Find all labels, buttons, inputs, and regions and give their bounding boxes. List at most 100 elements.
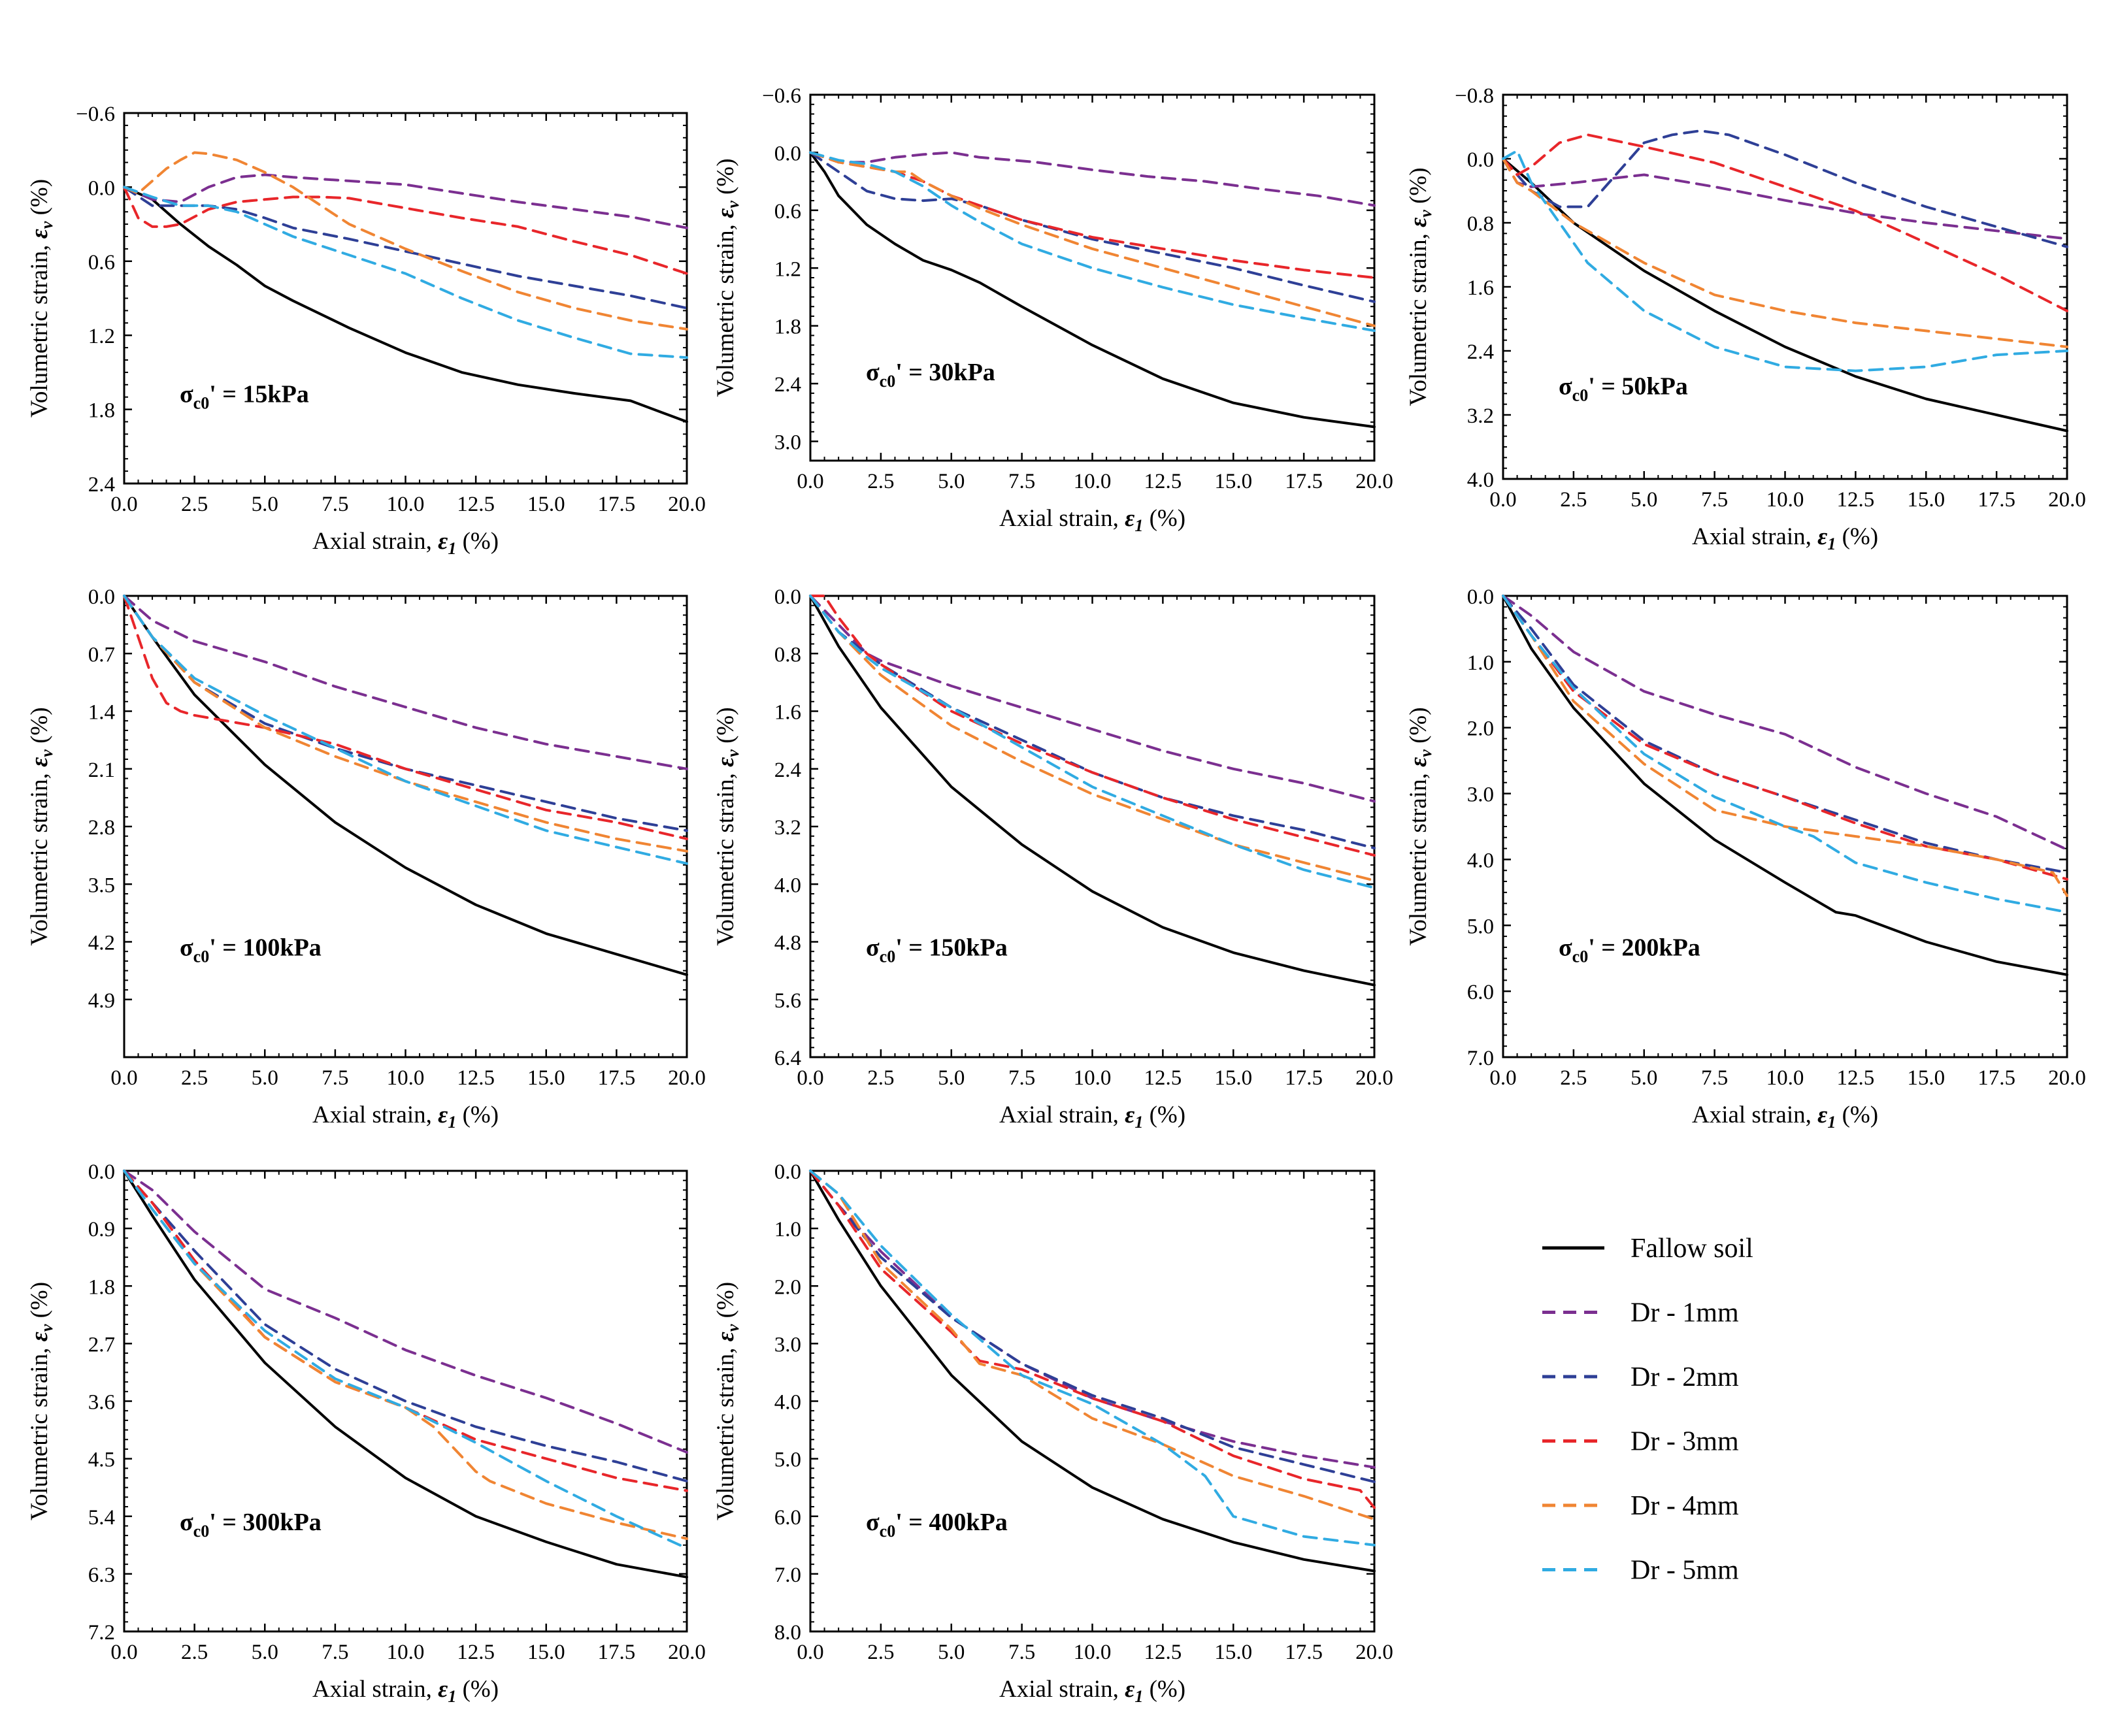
x-tick-label: 17.5: [1285, 470, 1323, 493]
x-tick-label: 7.5: [1008, 1066, 1035, 1090]
y-tick-label: 2.4: [88, 473, 115, 497]
plot-frame: [809, 93, 1376, 462]
series-line-dr-3mm: [1502, 133, 2068, 312]
chart-panel-3: 0.0 2.5 5.0 7.5 10.0 12.5 15.0 17.5 20.0 −0.8 0.0 0…: [1405, 84, 2086, 553]
x-tick-label: 0.0: [110, 493, 137, 516]
x-tick-label: 2.5: [181, 1641, 208, 1664]
x-tick-label: 15.0: [1214, 1641, 1252, 1664]
x-tick-label: 2.5: [1560, 1066, 1587, 1090]
plot-frame: [1502, 93, 2068, 480]
x-tick-label: 7.5: [322, 1066, 348, 1090]
x-tick-label: 12.5: [457, 1641, 495, 1664]
x-tick-label: 17.5: [598, 493, 636, 516]
y-axis-title: Volumetric strain, εv (%): [712, 1282, 742, 1520]
y-tick-label: 2.4: [774, 373, 801, 397]
y-tick-label: 3.0: [1467, 783, 1494, 807]
x-tick-label: 20.0: [1355, 470, 1393, 493]
series-line-dr-4mm: [809, 1170, 1376, 1521]
x-tick-label: 20.0: [668, 1066, 706, 1090]
x-tick-label: 5.0: [938, 1066, 965, 1090]
legend-label: Fallow soil: [1631, 1234, 1753, 1264]
x-tick-label: 5.0: [938, 1641, 965, 1664]
x-tick-label: 17.5: [598, 1066, 636, 1090]
y-tick-label: 0.6: [774, 200, 801, 223]
x-tick-label: 10.0: [1074, 1641, 1112, 1664]
y-tick-label: 3.6: [88, 1391, 115, 1415]
y-tick-label: −0.6: [76, 103, 115, 126]
x-tick-label: 7.5: [322, 493, 348, 516]
x-tick-label: 17.5: [1285, 1066, 1323, 1090]
legend-label: Dr - 1mm: [1631, 1298, 1739, 1328]
series-line-dr-2mm: [809, 1170, 1376, 1483]
y-tick-label: 3.0: [774, 431, 801, 455]
y-tick-label: 0.0: [88, 1160, 115, 1184]
y-tick-label: −0.6: [762, 84, 801, 108]
series-line-dr-5mm: [809, 1170, 1376, 1547]
x-tick-label: 12.5: [1837, 488, 1875, 512]
y-tick-label: 7.2: [88, 1621, 115, 1645]
y-tick-label: 3.2: [774, 816, 801, 840]
y-tick-label: 4.0: [774, 874, 801, 897]
y-tick-label: 2.7: [88, 1333, 115, 1356]
y-tick-label: 4.9: [88, 989, 115, 1013]
y-tick-label: 1.2: [88, 325, 115, 348]
x-tick-label: 7.5: [322, 1641, 348, 1664]
y-tick-label: 4.0: [1467, 849, 1494, 872]
y-tick-label: 3.0: [774, 1333, 801, 1356]
y-tick-label: 7.0: [1467, 1047, 1494, 1070]
y-tick-label: 0.0: [88, 176, 115, 200]
y-tick-label: 4.8: [774, 932, 801, 955]
legend-item-dr-1mm: Dr - 1mm: [1542, 1298, 1739, 1328]
x-tick-label: 10.0: [1766, 1066, 1804, 1090]
x-tick-label: 15.0: [527, 493, 565, 516]
y-axis-title: Volumetric strain, εv (%): [1405, 707, 1435, 945]
x-tick-label: 2.5: [867, 1066, 894, 1090]
y-tick-label: 5.0: [1467, 915, 1494, 938]
series-line-dr-4mm: [1502, 157, 2068, 348]
chart-panel-7: 0.0 2.5 5.0 7.5 10.0 12.5 15.0 17.5 20.0 0.0 0.9 1.…: [26, 1160, 706, 1706]
x-tick-label: 7.5: [1701, 1066, 1728, 1090]
x-tick-label: 20.0: [668, 493, 706, 516]
y-tick-label: 0.0: [1467, 148, 1494, 172]
panel-label: σc0' = 150kPa: [866, 934, 1008, 966]
x-tick-label: 12.5: [457, 493, 495, 516]
y-tick-label: −0.8: [1455, 84, 1494, 108]
x-tick-label: 7.5: [1008, 1641, 1035, 1664]
y-tick-label: 0.8: [774, 643, 801, 666]
x-tick-label: 5.0: [1631, 1066, 1657, 1090]
panel-label: σc0' = 300kPa: [180, 1509, 322, 1541]
series-line-fallow-soil: [809, 151, 1376, 429]
series-line-dr-5mm: [809, 151, 1376, 333]
series-line-dr-1mm: [809, 1170, 1376, 1469]
x-tick-label: 5.0: [252, 1066, 278, 1090]
x-tick-label: 0.0: [797, 470, 823, 493]
legend-label: Dr - 3mm: [1631, 1427, 1739, 1457]
x-tick-label: 0.0: [110, 1066, 137, 1090]
x-tick-label: 15.0: [1907, 488, 1945, 512]
x-tick-label: 2.5: [181, 493, 208, 516]
y-tick-label: 0.8: [1467, 212, 1494, 236]
series-lines: [809, 595, 1376, 987]
y-tick-label: 0.0: [88, 585, 115, 609]
plot-frame: [123, 112, 688, 485]
series-lines: [123, 151, 688, 423]
y-tick-label: 6.0: [774, 1506, 801, 1530]
series-line-dr-3mm: [809, 1170, 1376, 1509]
series-line-dr-3mm: [123, 186, 688, 275]
series-lines: [809, 1170, 1376, 1573]
y-tick-label: 2.0: [1467, 717, 1494, 741]
chart-panel-6: 0.0 2.5 5.0 7.5 10.0 12.5 15.0 17.5 20.0 0.0 1.0 2.…: [1405, 585, 2086, 1132]
plot-frame: [809, 1170, 1376, 1633]
plot-frame: [123, 595, 688, 1058]
series-line-dr-3mm: [809, 151, 1376, 279]
x-tick-label: 10.0: [387, 1641, 425, 1664]
x-tick-label: 12.5: [1144, 1641, 1182, 1664]
series-line-dr-1mm: [1502, 157, 2068, 240]
y-tick-label: 2.8: [88, 816, 115, 840]
series-lines: [1502, 129, 2068, 433]
series-line-dr-4mm: [809, 595, 1376, 882]
series-lines: [123, 1170, 688, 1579]
x-tick-label: 7.5: [1701, 488, 1728, 512]
x-tick-label: 10.0: [387, 493, 425, 516]
